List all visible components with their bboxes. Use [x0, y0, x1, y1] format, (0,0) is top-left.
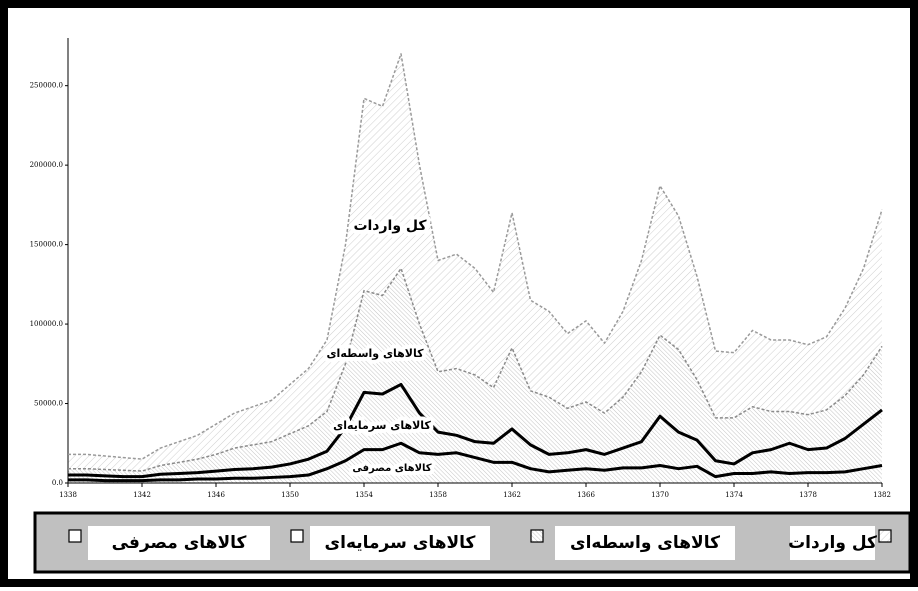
series-annotation: کالاهای واسطه‌ای: [326, 347, 424, 360]
legend-label: کالاهای مصرفی: [112, 533, 247, 553]
x-tick-label: 1370: [651, 491, 669, 499]
series-line: [68, 267, 883, 472]
legend-swatch: [878, 529, 892, 543]
legend: کل واردات کالاهای واسطه‌ای کالاهای سرمایه‌…: [68, 526, 892, 560]
legend-swatch: [530, 529, 544, 543]
series-annotation: کالاهای سرمایه‌ای: [333, 419, 431, 432]
x-tick-label: 1350: [281, 491, 299, 499]
series-annotation: کالاهای مصرفی: [352, 463, 431, 474]
series-line: [68, 53, 883, 460]
x-tick-label: 1342: [133, 491, 151, 499]
legend-swatch: [290, 529, 304, 543]
x-tick-label: 1378: [799, 491, 817, 499]
x-tick-label: 1346: [207, 491, 225, 499]
legend-swatch: [68, 529, 82, 543]
plot-area: 0.0 50000.0 100000.0 150000.0 200000.0 250000…: [30, 38, 891, 499]
legend-label: کالاهای سرمایه‌ای: [325, 533, 476, 553]
legend-label-box: [310, 526, 490, 560]
x-tick-label: 1366: [577, 491, 595, 499]
x-tick-label: 1382: [873, 491, 891, 499]
series-line: [68, 441, 883, 483]
y-tick-label: 150000.0: [30, 241, 63, 249]
legend-label: کالاهای واسطه‌ای: [570, 533, 720, 553]
x-tick-label: 1362: [503, 491, 521, 499]
y-tick-label: 250000.0: [30, 82, 63, 90]
x-tick-label: 1338: [59, 491, 77, 499]
series-line: [68, 382, 883, 479]
x-tick-label: 1358: [429, 491, 447, 499]
y-tick-label: 50000.0: [34, 400, 63, 408]
y-tick-label: 200000.0: [30, 161, 63, 169]
x-tick-label: 1354: [355, 491, 373, 499]
y-tick-label: 100000.0: [30, 320, 63, 328]
series-annotation: کل واردات: [353, 218, 427, 234]
x-tick-label: 1374: [725, 491, 743, 499]
legend-label: کل واردات: [788, 533, 877, 553]
y-tick-label: 0.0: [52, 479, 63, 487]
legend-label-box: [555, 526, 735, 560]
legend-label-box: [88, 526, 270, 560]
legend-label-box: [790, 526, 875, 560]
